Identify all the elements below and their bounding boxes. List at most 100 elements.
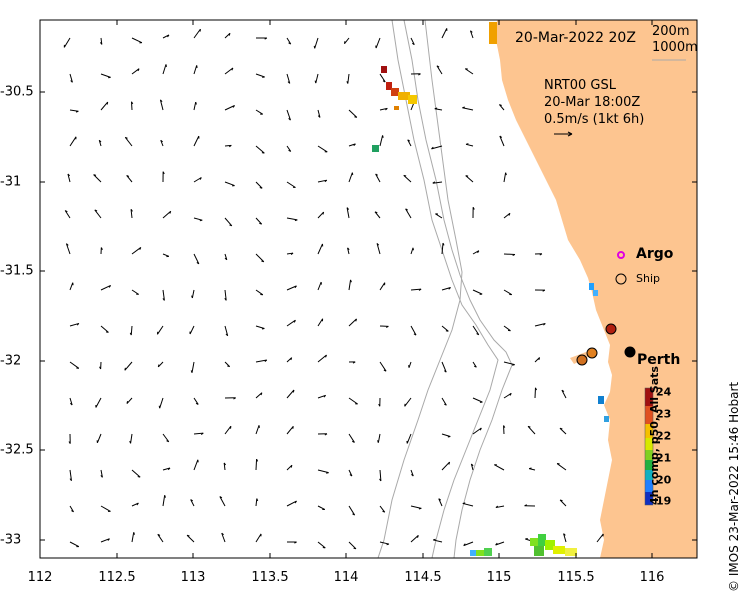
current-arrow bbox=[100, 37, 103, 45]
current-arrow bbox=[286, 389, 295, 399]
current-arrow bbox=[255, 325, 265, 329]
current-arrow bbox=[534, 323, 546, 327]
current-arrow-head bbox=[162, 171, 165, 175]
current-arrow bbox=[494, 464, 505, 471]
axis-ticks bbox=[39, 20, 697, 558]
current-arrow-head bbox=[129, 440, 132, 444]
current-arrow bbox=[317, 394, 326, 399]
current-arrow bbox=[189, 325, 195, 335]
current-arrow bbox=[130, 209, 133, 219]
current-arrow bbox=[130, 433, 133, 444]
current-arrow-head bbox=[413, 333, 417, 336]
current-arrow-head bbox=[293, 319, 296, 323]
current-arrow-head bbox=[68, 441, 71, 444]
current-arrow-head bbox=[472, 207, 475, 210]
current-arrow bbox=[410, 325, 417, 336]
current-arrow bbox=[317, 469, 329, 474]
current-arrow-head bbox=[431, 146, 434, 150]
current-arrow bbox=[348, 469, 353, 477]
current-arrow bbox=[193, 459, 199, 471]
current-arrow-head bbox=[317, 115, 321, 118]
current-arrow bbox=[157, 534, 164, 543]
current-arrow bbox=[65, 243, 71, 255]
current-arrow bbox=[190, 499, 195, 507]
current-arrow-head bbox=[164, 495, 166, 498]
current-arrow-head bbox=[528, 467, 532, 470]
sst-pixel bbox=[545, 540, 555, 550]
current-arrow-head bbox=[432, 181, 436, 184]
current-arrow-head bbox=[66, 243, 69, 246]
plot-frame bbox=[39, 19, 698, 559]
current-arrow-head bbox=[382, 510, 385, 513]
current-arrow bbox=[286, 319, 296, 327]
current-arrow bbox=[193, 28, 201, 39]
current-arrow bbox=[224, 425, 232, 435]
current-arrow bbox=[126, 175, 133, 183]
current-arrow-head bbox=[436, 65, 440, 68]
isobath-deep bbox=[377, 19, 463, 559]
current-arrow bbox=[255, 425, 260, 435]
current-arrow-head bbox=[232, 105, 235, 108]
current-arrow bbox=[435, 213, 443, 219]
current-arrow-head bbox=[512, 254, 516, 257]
current-arrow bbox=[191, 361, 195, 373]
sst-pixel bbox=[565, 548, 577, 556]
current-arrow-head bbox=[131, 101, 134, 105]
current-arrow bbox=[344, 37, 350, 45]
current-arrow bbox=[193, 397, 199, 405]
current-arrow-head bbox=[195, 402, 199, 405]
current-arrow-head bbox=[503, 425, 506, 428]
current-arrow-head bbox=[228, 33, 231, 36]
current-arrow-head bbox=[499, 104, 502, 106]
current-arrow bbox=[157, 325, 164, 335]
current-arrow-head bbox=[126, 175, 130, 177]
current-arrow bbox=[162, 467, 171, 471]
current-arrow-head bbox=[290, 357, 293, 361]
current-arrow-head bbox=[260, 392, 263, 396]
current-arrow-head bbox=[287, 81, 291, 84]
current-arrow bbox=[406, 433, 412, 444]
current-arrow-head bbox=[471, 463, 474, 467]
current-arrow-head bbox=[417, 535, 419, 538]
x-tick-label: 112.5 bbox=[98, 570, 136, 585]
current-arrow-head bbox=[377, 440, 379, 443]
current-arrow bbox=[255, 109, 263, 115]
current-arrow-head bbox=[434, 107, 438, 110]
current-arrow bbox=[255, 181, 263, 189]
current-arrow bbox=[441, 325, 449, 332]
current-arrow bbox=[495, 541, 505, 546]
current-arrow bbox=[221, 532, 226, 543]
current-arrow bbox=[348, 143, 356, 147]
current-arrow bbox=[69, 136, 77, 147]
current-arrow bbox=[224, 144, 232, 147]
current-arrow-head bbox=[525, 538, 528, 540]
current-arrow-head bbox=[383, 369, 387, 372]
current-arrow-head bbox=[292, 389, 295, 393]
current-arrow bbox=[472, 397, 483, 403]
current-arrow-head bbox=[476, 333, 480, 336]
current-arrow bbox=[472, 289, 483, 295]
current-arrow-head bbox=[538, 357, 541, 361]
current-arrow-head bbox=[160, 139, 163, 143]
current-arrow-head bbox=[261, 328, 265, 330]
current-arrow-head bbox=[535, 387, 538, 391]
current-arrow-head bbox=[108, 285, 112, 288]
sst-pixel bbox=[593, 290, 598, 296]
current-arrow-head bbox=[186, 534, 190, 537]
x-tick-label: 114 bbox=[333, 570, 359, 585]
current-arrow bbox=[162, 289, 165, 301]
current-arrow-head bbox=[229, 144, 232, 148]
current-arrow-head bbox=[352, 440, 355, 443]
current-arrow-head bbox=[70, 402, 73, 406]
current-arrow-head bbox=[219, 496, 223, 499]
current-vectors bbox=[63, 28, 604, 550]
current-arrow bbox=[96, 433, 102, 443]
current-arrow bbox=[219, 496, 226, 507]
current-arrow-head bbox=[325, 354, 327, 358]
current-arrow-head bbox=[70, 80, 73, 83]
current-arrow-head bbox=[405, 208, 409, 211]
current-arrow-head bbox=[67, 173, 71, 177]
current-arrow bbox=[348, 433, 355, 443]
current-arrow-head bbox=[462, 106, 465, 109]
